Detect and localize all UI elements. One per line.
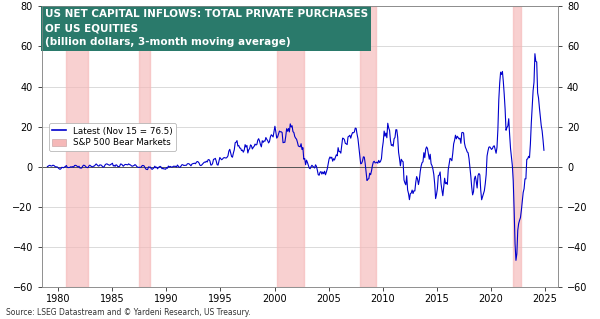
Bar	[67, 6, 88, 287]
Bar	[512, 6, 521, 287]
Bar	[360, 6, 376, 287]
Text: Source: LSEG Datastream and © Yardeni Research, US Treasury.: Source: LSEG Datastream and © Yardeni Re…	[6, 308, 251, 317]
Text: US NET CAPITAL INFLOWS: TOTAL PRIVATE PURCHASES
OF US EQUITIES
(billion dollars,: US NET CAPITAL INFLOWS: TOTAL PRIVATE PU…	[44, 9, 368, 47]
Bar	[277, 6, 304, 287]
Bar	[139, 6, 150, 287]
Legend: Latest (Nov 15 = 76.5), S&P 500 Bear Markets: Latest (Nov 15 = 76.5), S&P 500 Bear Mar…	[49, 123, 176, 151]
